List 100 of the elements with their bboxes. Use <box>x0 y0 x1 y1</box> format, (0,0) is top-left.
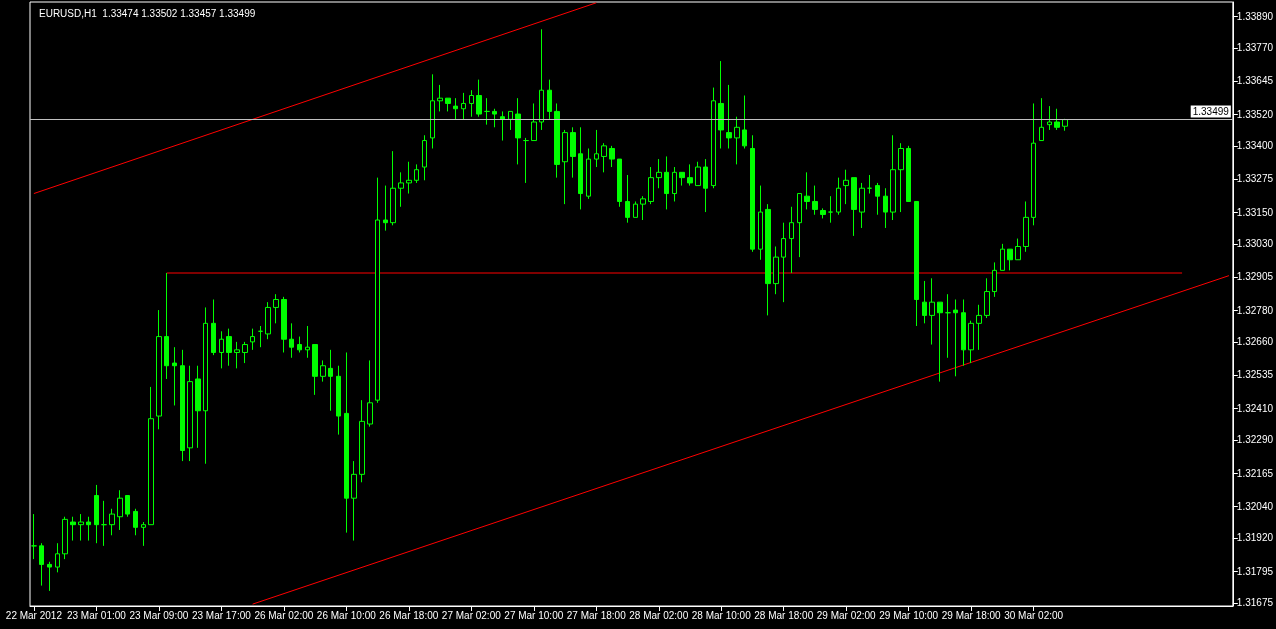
y-tick-label: 1.32780 <box>1236 304 1274 316</box>
candlestick <box>679 171 685 187</box>
candlestick <box>320 359 326 383</box>
candlestick <box>750 134 755 253</box>
x-tick-label: 22 Mar 2012 <box>5 609 63 621</box>
candlestick <box>797 193 802 258</box>
candlestick <box>578 126 583 210</box>
candlestick <box>219 330 224 369</box>
candlestick <box>945 293 951 359</box>
candlestick <box>781 222 786 303</box>
candlestick <box>703 158 708 213</box>
candlestick <box>687 163 693 187</box>
candlestick <box>312 344 318 396</box>
x-tick-label: 23 Mar 09:00 <box>129 609 189 621</box>
candlestick <box>609 145 615 168</box>
candlestick <box>547 79 552 120</box>
candlestick <box>125 495 130 518</box>
candlestick <box>859 182 865 229</box>
candlestick <box>445 97 451 112</box>
candlestick <box>273 293 279 324</box>
candlestick <box>461 92 466 120</box>
x-tick-label: 29 Mar 02:00 <box>816 609 877 621</box>
candlestick <box>203 306 208 465</box>
y-tick-label: 1.31795 <box>1236 565 1274 577</box>
candlestick <box>414 163 419 184</box>
candlestick <box>718 60 724 149</box>
candlestick <box>344 351 349 534</box>
candlestick <box>711 87 716 189</box>
candlestick <box>672 166 677 202</box>
candlestick <box>968 320 974 364</box>
candlestick <box>328 349 333 412</box>
x-tick-label: 27 Mar 18:00 <box>566 609 627 621</box>
candlestick <box>742 95 747 149</box>
candlestick <box>500 110 505 142</box>
candlestick <box>554 102 560 179</box>
candlestick <box>664 155 669 210</box>
candlestick <box>562 129 568 205</box>
candlestick <box>929 277 935 346</box>
y-tick-label: 1.32040 <box>1236 500 1274 512</box>
candlestick <box>601 142 607 173</box>
candlestick <box>851 177 857 237</box>
x-tick-label: 23 Mar 17:00 <box>191 609 252 621</box>
candlestick <box>1031 102 1036 226</box>
candlestick <box>922 280 927 324</box>
candlestick <box>843 169 849 205</box>
candlestick <box>961 299 966 367</box>
candlestick <box>55 542 60 573</box>
x-tick-label: 29 Mar 18:00 <box>941 609 1002 621</box>
x-tick-label: 30 Mar 02:00 <box>1004 609 1064 621</box>
y-tick-label: 1.33400 <box>1236 140 1274 152</box>
candlestick <box>109 508 115 536</box>
candlestick <box>47 561 52 592</box>
candlestick <box>172 346 177 406</box>
candlestick <box>492 108 497 128</box>
y-tick-label: 1.32660 <box>1236 336 1274 348</box>
candlestick <box>437 84 443 112</box>
x-tick-label: 26 Mar 18:00 <box>379 609 439 621</box>
candlestick <box>180 349 185 462</box>
candlestick <box>812 185 818 216</box>
candlestick <box>890 134 896 221</box>
x-tick-label: 28 Mar 02:00 <box>629 609 689 621</box>
candlestick <box>390 150 396 226</box>
candlestick <box>336 365 341 436</box>
candlestick <box>289 322 294 359</box>
candlestick <box>594 129 599 168</box>
x-tick-label: 23 Mar 01:00 <box>66 609 127 621</box>
candlestick <box>398 171 404 208</box>
y-tick-label: 1.31675 <box>1236 597 1274 609</box>
candlestick <box>867 174 872 195</box>
candlestick <box>133 508 138 536</box>
candlestick <box>242 341 248 364</box>
y-tick-label: 1.32535 <box>1236 369 1274 381</box>
candlestick <box>789 206 794 274</box>
x-tick-label: 28 Mar 18:00 <box>754 609 814 621</box>
candlestick <box>617 158 622 208</box>
candlestick <box>633 200 638 218</box>
y-tick-label: 1.32290 <box>1236 434 1274 446</box>
candlestick <box>156 309 162 430</box>
candlestick <box>351 460 357 542</box>
candlestick <box>265 301 271 340</box>
candlestick <box>430 73 435 149</box>
y-tick-label: 1.33770 <box>1236 42 1274 54</box>
candlestick <box>422 134 427 181</box>
candlestick <box>226 328 232 367</box>
candlestick <box>539 28 544 131</box>
candlestick <box>758 185 763 261</box>
candlestick <box>187 365 193 462</box>
x-tick-label: 29 Mar 10:00 <box>879 609 939 621</box>
candlestick <box>820 207 826 219</box>
y-tick-label: 1.33275 <box>1236 173 1274 185</box>
x-tick-label: 26 Mar 02:00 <box>254 609 314 621</box>
candlestick <box>695 161 701 187</box>
candlestick <box>1047 105 1052 131</box>
candlestick <box>570 126 576 179</box>
candlestick <box>1023 200 1029 253</box>
y-tick-label: 1.31920 <box>1236 532 1274 544</box>
candlestick <box>1007 248 1013 271</box>
x-tick-label: 28 Mar 10:00 <box>691 609 752 621</box>
candlestick <box>914 200 919 327</box>
x-tick-label: 27 Mar 10:00 <box>504 609 564 621</box>
